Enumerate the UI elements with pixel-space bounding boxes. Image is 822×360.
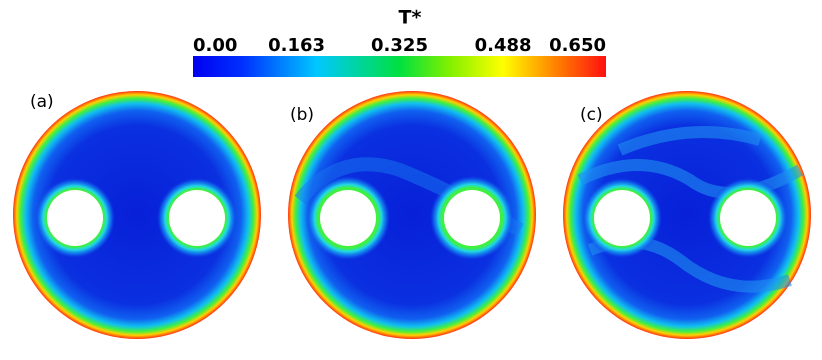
panel-label: (c) bbox=[580, 105, 603, 125]
cylinder bbox=[47, 190, 103, 246]
domain bbox=[288, 91, 536, 339]
panel-label: (b) bbox=[290, 105, 314, 125]
colorbar-tick-label: 0.488 bbox=[475, 35, 532, 56]
cylinder bbox=[720, 190, 776, 246]
colorbar-title: T* bbox=[399, 7, 422, 29]
cylinder bbox=[594, 190, 650, 246]
domain bbox=[13, 91, 261, 339]
panel-a bbox=[13, 91, 261, 339]
colorbar-tick-label: 0.325 bbox=[371, 35, 428, 56]
cylinder bbox=[169, 190, 225, 246]
panel-b bbox=[288, 91, 536, 339]
panel-c bbox=[563, 91, 811, 339]
cylinder bbox=[320, 190, 376, 246]
colorbar bbox=[193, 56, 606, 77]
panel-label: (a) bbox=[30, 92, 54, 112]
colorbar-tick-label: 0.00 bbox=[193, 35, 237, 56]
cylinder bbox=[444, 190, 500, 246]
colorbar-tick-label: 0.650 bbox=[549, 35, 606, 56]
colorbar-tick-label: 0.163 bbox=[268, 35, 325, 56]
